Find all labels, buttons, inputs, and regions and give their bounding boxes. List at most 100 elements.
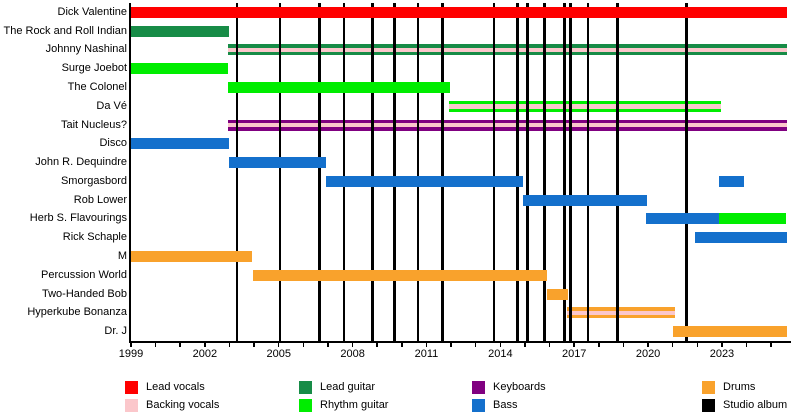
member-label: Hyperkube Bonanza: [27, 306, 127, 319]
member-bar: [547, 288, 569, 300]
studio-album-line-8: [492, 3, 496, 341]
studio-album-line-5: [393, 3, 396, 341]
studio-album-line-9: [516, 3, 519, 341]
member-bar: [694, 232, 788, 244]
x-axis-minor-tick: [770, 343, 772, 347]
member-bar: [131, 138, 230, 150]
member-bar: [131, 63, 229, 75]
member-bar: [645, 213, 720, 225]
x-axis-minor-tick: [745, 343, 748, 347]
x-axis-minor-tick: [277, 343, 280, 347]
x-axis-minor-tick: [154, 343, 157, 347]
member-label: John R. Dequindre: [35, 156, 127, 169]
member-label: Rob Lower: [73, 193, 127, 206]
x-axis-tick-label: 2017: [561, 348, 587, 360]
legend-swatch-rhythm_guitar: [299, 399, 312, 412]
legend-swatch-backing_vocals: [125, 399, 138, 412]
member-bar: [228, 119, 788, 131]
member-label: The Colonel: [67, 81, 127, 93]
backing-vocals-stripe: [228, 122, 788, 128]
legend-swatch-studio_album: [702, 399, 715, 412]
x-axis-minor-tick: [327, 343, 329, 347]
x-axis-tick-label: 2008: [340, 348, 365, 360]
member-bar: [522, 194, 647, 206]
studio-album-line-1: [278, 3, 282, 341]
x-axis-minor-tick: [228, 343, 231, 347]
member-label: Da Vé: [96, 99, 127, 112]
x-axis-minor-tick: [376, 343, 378, 347]
x-axis-minor-tick: [450, 343, 452, 347]
member-label: The Rock and Roll Indian: [3, 24, 127, 37]
studio-album-line-4: [371, 3, 374, 341]
x-axis-tick-label: 2023: [709, 348, 735, 360]
member-label: Johnny Nashinal: [45, 43, 127, 56]
member-label: Tait Nucleus?: [60, 118, 127, 131]
x-axis-minor-tick: [721, 343, 723, 347]
member-bar: [719, 175, 745, 187]
member-bar: [228, 82, 450, 93]
studio-album-line-0: [235, 3, 239, 341]
member-bar: [325, 175, 523, 187]
member-bar: [448, 100, 721, 112]
x-axis-minor-tick: [548, 343, 551, 347]
member-label: Disco: [99, 137, 127, 150]
backing-vocals-stripe: [228, 47, 788, 53]
x-axis-minor-tick: [524, 343, 526, 347]
member-label: Two-Handed Bob: [42, 287, 127, 300]
legend-label: Keyboards: [493, 381, 546, 393]
legend-swatch-keyboards: [472, 381, 485, 394]
member-label: Dr. J: [104, 325, 127, 338]
x-axis-tick-label: 2020: [635, 348, 661, 360]
legend-label: Bass: [493, 399, 518, 411]
x-axis-line: [130, 341, 791, 343]
x-axis-tick-label: 2011: [414, 348, 439, 360]
x-axis-minor-tick: [351, 343, 354, 347]
x-axis-minor-tick: [598, 343, 600, 347]
studio-album-line-6: [416, 3, 420, 341]
member-bar: [229, 157, 326, 169]
legend-label: Studio album: [723, 399, 788, 411]
x-axis-minor-tick: [499, 343, 502, 347]
member-bar: [672, 326, 788, 338]
x-axis-tick-label: 1999: [118, 348, 144, 360]
legend-label: Lead guitar: [320, 381, 376, 393]
studio-album-line-16: [685, 3, 688, 341]
x-axis-minor-tick: [425, 343, 428, 347]
member-label: Rick Schaple: [62, 231, 127, 244]
studio-album-line-12: [563, 3, 566, 341]
legend-swatch-lead_vocals: [125, 381, 138, 394]
studio-album-line-11: [543, 3, 546, 341]
legend-label: Lead vocals: [146, 381, 205, 393]
x-axis-minor-tick: [204, 343, 206, 347]
legend-label: Backing vocals: [146, 399, 220, 411]
studio-album-line-3: [342, 3, 346, 341]
backing-vocals-stripe: [448, 103, 721, 109]
member-bar: [566, 307, 676, 319]
studio-album-line-10: [526, 3, 529, 341]
x-axis-minor-tick: [130, 343, 132, 347]
x-axis-tick-label: 2005: [266, 348, 291, 360]
member-bar: [131, 251, 252, 262]
x-axis-minor-tick: [179, 343, 181, 347]
member-bar: [131, 25, 230, 37]
member-label: Surge Joebot: [61, 62, 127, 75]
legend-swatch-bass: [472, 399, 485, 412]
member-label: Dick Valentine: [57, 5, 128, 18]
member-bar: [131, 6, 788, 18]
legend-swatch-lead_guitar: [299, 381, 312, 394]
studio-album-line-7: [441, 3, 444, 341]
member-label: Percussion World: [41, 268, 127, 281]
studio-album-line-14: [586, 3, 589, 341]
legend-swatch-drums: [702, 381, 715, 394]
backing-vocals-stripe: [566, 310, 676, 316]
studio-album-line-15: [616, 3, 619, 341]
x-axis-minor-tick: [401, 343, 403, 347]
member-label: M: [117, 250, 127, 262]
x-axis-tick-label: 2002: [192, 348, 218, 360]
x-axis-minor-tick: [622, 343, 625, 347]
x-axis-minor-tick: [474, 343, 477, 347]
legend-label: Rhythm guitar: [320, 399, 389, 411]
y-axis-line: [129, 3, 131, 343]
x-axis-minor-tick: [647, 343, 649, 347]
